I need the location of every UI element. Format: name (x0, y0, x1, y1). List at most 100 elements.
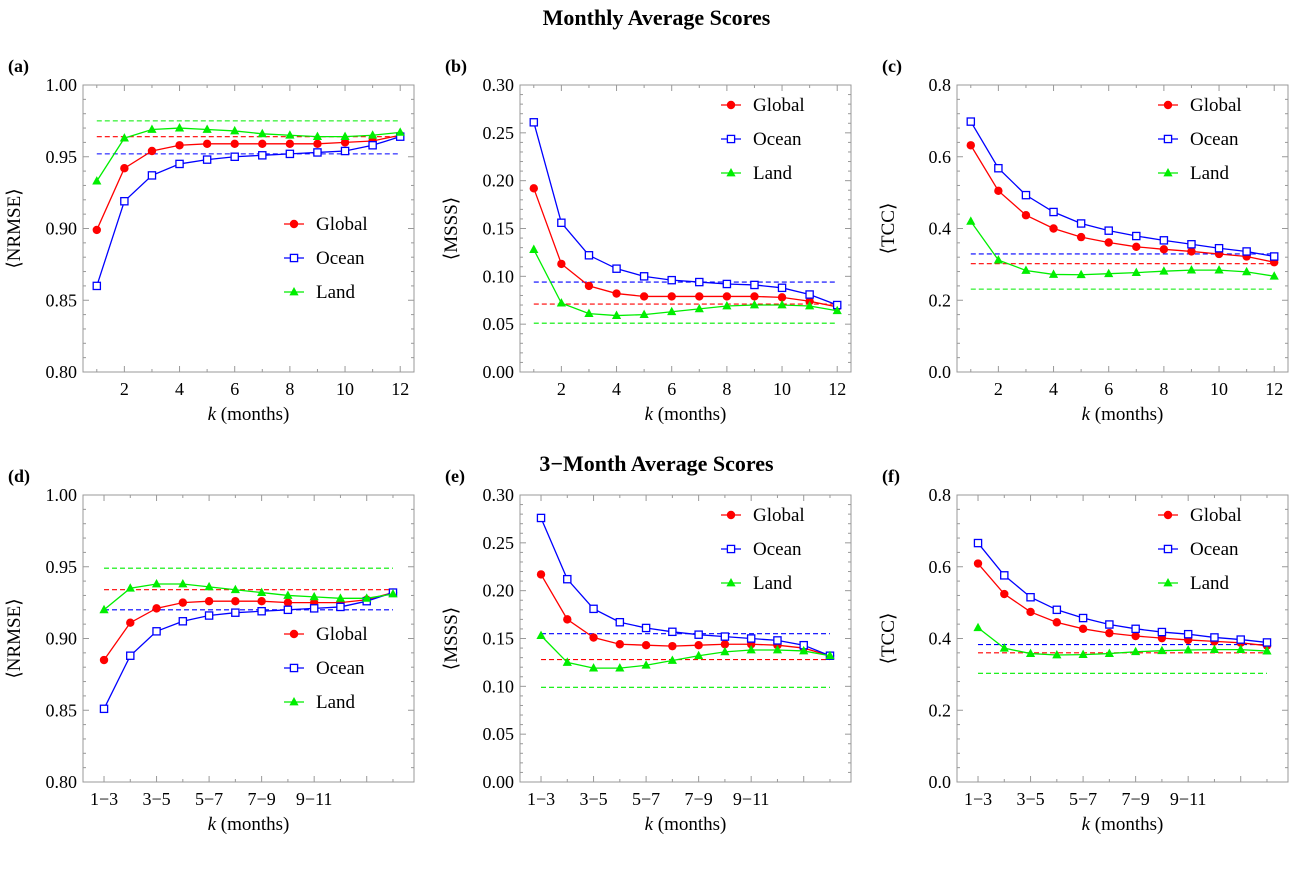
series-line-ocean (533, 122, 838, 306)
data-point-ocean (536, 513, 546, 523)
data-point-land (772, 644, 783, 654)
data-point-ocean (152, 627, 161, 636)
data-point-global (1026, 607, 1035, 617)
y-tick-label: 0.10 (483, 676, 515, 696)
x-tick-label: 7−9 (685, 789, 713, 809)
y-axis-label: ⟨NRMSE⟩ (4, 598, 25, 678)
data-point-land (309, 591, 319, 601)
data-point-land (993, 255, 1003, 264)
y-axis-label: ⟨MSSS⟩ (441, 607, 462, 670)
legend-marker-ocean (726, 544, 736, 554)
data-point-ocean (773, 636, 782, 645)
x-axis-label: k (months) (645, 404, 727, 425)
data-point-ocean (973, 538, 983, 548)
series-line-ocean (103, 591, 394, 710)
data-point-ocean (1210, 633, 1219, 642)
y-tick-label: 0.8 (929, 485, 952, 505)
data-point-global (589, 633, 598, 642)
legend-marker-global (726, 100, 736, 110)
x-tick-label: 10 (336, 379, 354, 399)
data-point-land (615, 663, 625, 672)
legend-label-land: Land (1190, 163, 1230, 184)
legend-marker-land (1163, 168, 1173, 177)
data-point-ocean (1078, 613, 1088, 623)
data-point-land (805, 300, 815, 310)
data-point-land (639, 309, 649, 318)
y-tick-label: 0.25 (483, 533, 515, 553)
data-point-land (641, 660, 651, 669)
y-tick-label: 0.4 (929, 629, 952, 649)
x-tick-label: 9−11 (296, 789, 332, 809)
legend-label-land: Land (316, 282, 356, 303)
data-point-global (639, 292, 649, 301)
data-point-land (1025, 648, 1036, 657)
data-point-ocean (1132, 231, 1141, 241)
data-point-land (588, 663, 599, 672)
y-tick-label: 0.05 (483, 314, 515, 334)
legend-label-land: Land (753, 573, 793, 594)
data-point-global (92, 225, 101, 235)
y-tick-label: 0.95 (46, 147, 78, 167)
y-tick-label: 0.2 (929, 290, 952, 310)
data-point-ocean (258, 151, 267, 160)
x-tick-label: 2 (994, 379, 1003, 399)
data-point-land (1021, 265, 1031, 274)
data-point-global (966, 141, 975, 150)
data-point-land (285, 130, 295, 139)
y-axis-label: ⟨TCC⟩ (878, 203, 899, 255)
legend-marker-global (726, 510, 736, 520)
panel-label: (e) (445, 466, 465, 487)
data-point-global (668, 641, 677, 651)
chart-panel-c: (c) 0.0 0.2 0.4 0.6 0.8 2 4 6 8 10 12 k (months) ⟨TCC… (874, 40, 1311, 470)
data-point-global (1052, 618, 1062, 627)
data-point-land (1269, 271, 1279, 280)
data-point-land (720, 646, 730, 656)
data-point-ocean (120, 196, 129, 206)
y-tick-label: 0.30 (483, 485, 515, 505)
data-point-land (1131, 646, 1141, 656)
data-point-land (1236, 644, 1246, 654)
data-point-ocean (1052, 605, 1062, 615)
panel-label: (c) (882, 56, 902, 77)
data-point-global (529, 184, 538, 193)
x-axis-label: k (months) (208, 814, 290, 835)
y-tick-label: 0.15 (483, 219, 515, 239)
chart-panel-b: (b) 0.00 0.05 0.10 0.15 0.20 0.25 0.30 2 4 6 8 10 12 k… (437, 40, 874, 470)
x-axis-label: k (months) (645, 814, 727, 835)
series-line-global (970, 144, 1275, 263)
series-line-ocean (977, 542, 1268, 644)
data-point-land (799, 645, 809, 655)
x-tick-label: 8 (1159, 379, 1168, 399)
section-title-monthly: Monthly Average Scores (542, 5, 771, 30)
data-point-global (340, 138, 350, 147)
legend-marker-global (1163, 510, 1173, 520)
series-line-ocean (970, 121, 1275, 258)
data-point-land (1076, 269, 1086, 279)
data-point-ocean (777, 283, 787, 293)
legend-marker-ocean (726, 134, 736, 144)
data-point-global (1105, 628, 1114, 638)
x-tick-label: 7−9 (1122, 789, 1150, 809)
data-point-global (126, 618, 135, 627)
data-point-land (395, 127, 405, 136)
data-point-ocean (1269, 252, 1279, 261)
data-point-land (825, 650, 835, 660)
data-point-land (92, 176, 102, 185)
data-point-ocean (750, 280, 759, 290)
x-tick-label: 6 (1104, 379, 1113, 399)
data-point-land (584, 308, 594, 318)
y-tick-label: 0.4 (929, 219, 952, 239)
x-tick-label: 5−7 (632, 789, 660, 809)
data-point-global (285, 139, 295, 149)
data-point-land (1052, 650, 1062, 659)
y-tick-label: 0.25 (483, 123, 515, 143)
y-tick-label: 0.6 (929, 557, 952, 577)
series-line-global (103, 591, 394, 661)
data-point-global (257, 596, 266, 606)
data-point-ocean (231, 608, 240, 617)
data-point-land (966, 216, 976, 225)
data-point-global (1049, 224, 1058, 233)
x-tick-label: 6 (667, 379, 676, 399)
x-tick-label: 8 (285, 379, 294, 399)
data-point-global (973, 559, 983, 568)
